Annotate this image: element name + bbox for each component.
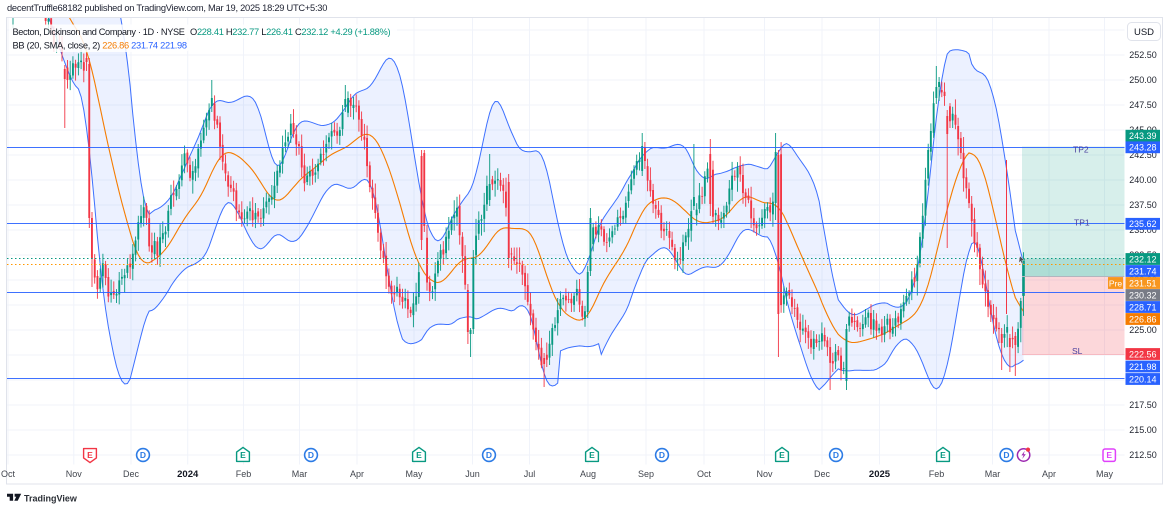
svg-text:E: E xyxy=(240,450,246,460)
svg-text:243.28: 243.28 xyxy=(1129,143,1157,153)
svg-text:232.12: 232.12 xyxy=(1129,254,1157,264)
svg-text:Dec: Dec xyxy=(123,469,140,479)
svg-text:Jun: Jun xyxy=(465,469,480,479)
svg-text:222.56: 222.56 xyxy=(1129,349,1157,359)
svg-text:D: D xyxy=(140,450,146,460)
svg-text:D: D xyxy=(308,450,314,460)
svg-text:Nov: Nov xyxy=(66,469,83,479)
svg-text:Nov: Nov xyxy=(756,469,773,479)
svg-text:Becton, Dickinson and Company: Becton, Dickinson and Company · 1D · NYS… xyxy=(13,27,185,37)
svg-text:E: E xyxy=(87,450,93,460)
svg-text:BB (20, SMA, close, 2) 226.86: BB (20, SMA, close, 2) 226.86 231.74 221… xyxy=(13,41,187,51)
svg-text:D: D xyxy=(1003,450,1009,460)
svg-text:decentTruffle68182 published o: decentTruffle68182 published on TradingV… xyxy=(7,3,327,13)
svg-text:TP2: TP2 xyxy=(1073,145,1089,155)
svg-text:247.50: 247.50 xyxy=(1129,100,1157,110)
svg-text:D: D xyxy=(659,450,665,460)
svg-text:TradingView: TradingView xyxy=(24,493,78,503)
svg-text:Mar: Mar xyxy=(292,469,308,479)
svg-text:D: D xyxy=(833,450,839,460)
svg-text:228.71: 228.71 xyxy=(1129,302,1157,312)
svg-text:E: E xyxy=(1106,450,1112,460)
svg-text:235.00: 235.00 xyxy=(1129,225,1157,235)
svg-text:TP1: TP1 xyxy=(1074,217,1090,227)
svg-text:Oct: Oct xyxy=(697,469,712,479)
svg-text:E: E xyxy=(589,450,595,460)
svg-text:242.50: 242.50 xyxy=(1129,150,1157,160)
svg-text:Feb: Feb xyxy=(929,469,945,479)
svg-text:Apr: Apr xyxy=(1042,469,1056,479)
svg-text:E: E xyxy=(940,450,946,460)
svg-text:E: E xyxy=(779,450,785,460)
svg-text:226.86: 226.86 xyxy=(1129,314,1157,324)
svg-text:217.50: 217.50 xyxy=(1129,400,1157,410)
svg-text:May: May xyxy=(405,469,423,479)
svg-text:O228.41 H232.77 L226.41 C232.1: O228.41 H232.77 L226.41 C232.12 +4.29 (+… xyxy=(190,27,390,37)
svg-text:Mar: Mar xyxy=(985,469,1001,479)
svg-text:Feb: Feb xyxy=(236,469,252,479)
svg-text:2024: 2024 xyxy=(177,469,199,480)
svg-text:Aug: Aug xyxy=(580,469,596,479)
svg-text:231.51: 231.51 xyxy=(1129,278,1157,288)
svg-text:243.39: 243.39 xyxy=(1129,131,1157,141)
svg-text:237.50: 237.50 xyxy=(1129,200,1157,210)
svg-text:225.00: 225.00 xyxy=(1129,325,1157,335)
svg-text:231.74: 231.74 xyxy=(1129,266,1157,276)
svg-text:D: D xyxy=(486,450,492,460)
svg-text:Dec: Dec xyxy=(814,469,831,479)
svg-text:SL: SL xyxy=(1072,346,1083,356)
svg-text:235.62: 235.62 xyxy=(1129,219,1157,229)
svg-text:252.50: 252.50 xyxy=(1129,50,1157,60)
svg-text:Pre: Pre xyxy=(1109,278,1123,288)
svg-text:May: May xyxy=(1096,469,1114,479)
svg-text:240.00: 240.00 xyxy=(1129,175,1157,185)
svg-text:USD: USD xyxy=(1134,27,1154,38)
svg-text:212.50: 212.50 xyxy=(1129,450,1157,460)
svg-text:215.00: 215.00 xyxy=(1129,425,1157,435)
svg-text:220.14: 220.14 xyxy=(1129,374,1157,384)
svg-text:221.98: 221.98 xyxy=(1129,362,1157,372)
svg-text:Apr: Apr xyxy=(350,469,364,479)
svg-text:Jul: Jul xyxy=(524,469,536,479)
svg-text:Oct: Oct xyxy=(1,469,16,479)
svg-text:250.00: 250.00 xyxy=(1129,75,1157,85)
svg-text:2025: 2025 xyxy=(869,469,891,480)
svg-text:E: E xyxy=(416,450,422,460)
svg-text:230.32: 230.32 xyxy=(1129,290,1157,300)
svg-text:Sep: Sep xyxy=(638,469,654,479)
